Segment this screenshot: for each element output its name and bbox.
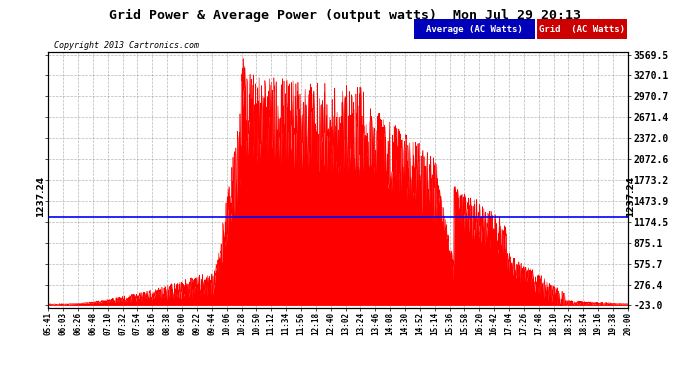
Text: Copyright 2013 Cartronics.com: Copyright 2013 Cartronics.com [54,41,199,50]
Text: 1237.24: 1237.24 [37,176,46,218]
Text: Grid  (AC Watts): Grid (AC Watts) [539,25,624,34]
Text: Grid Power & Average Power (output watts)  Mon Jul 29 20:13: Grid Power & Average Power (output watts… [109,9,581,22]
Text: Average (AC Watts): Average (AC Watts) [426,25,523,34]
Text: 1237.24: 1237.24 [627,176,635,218]
